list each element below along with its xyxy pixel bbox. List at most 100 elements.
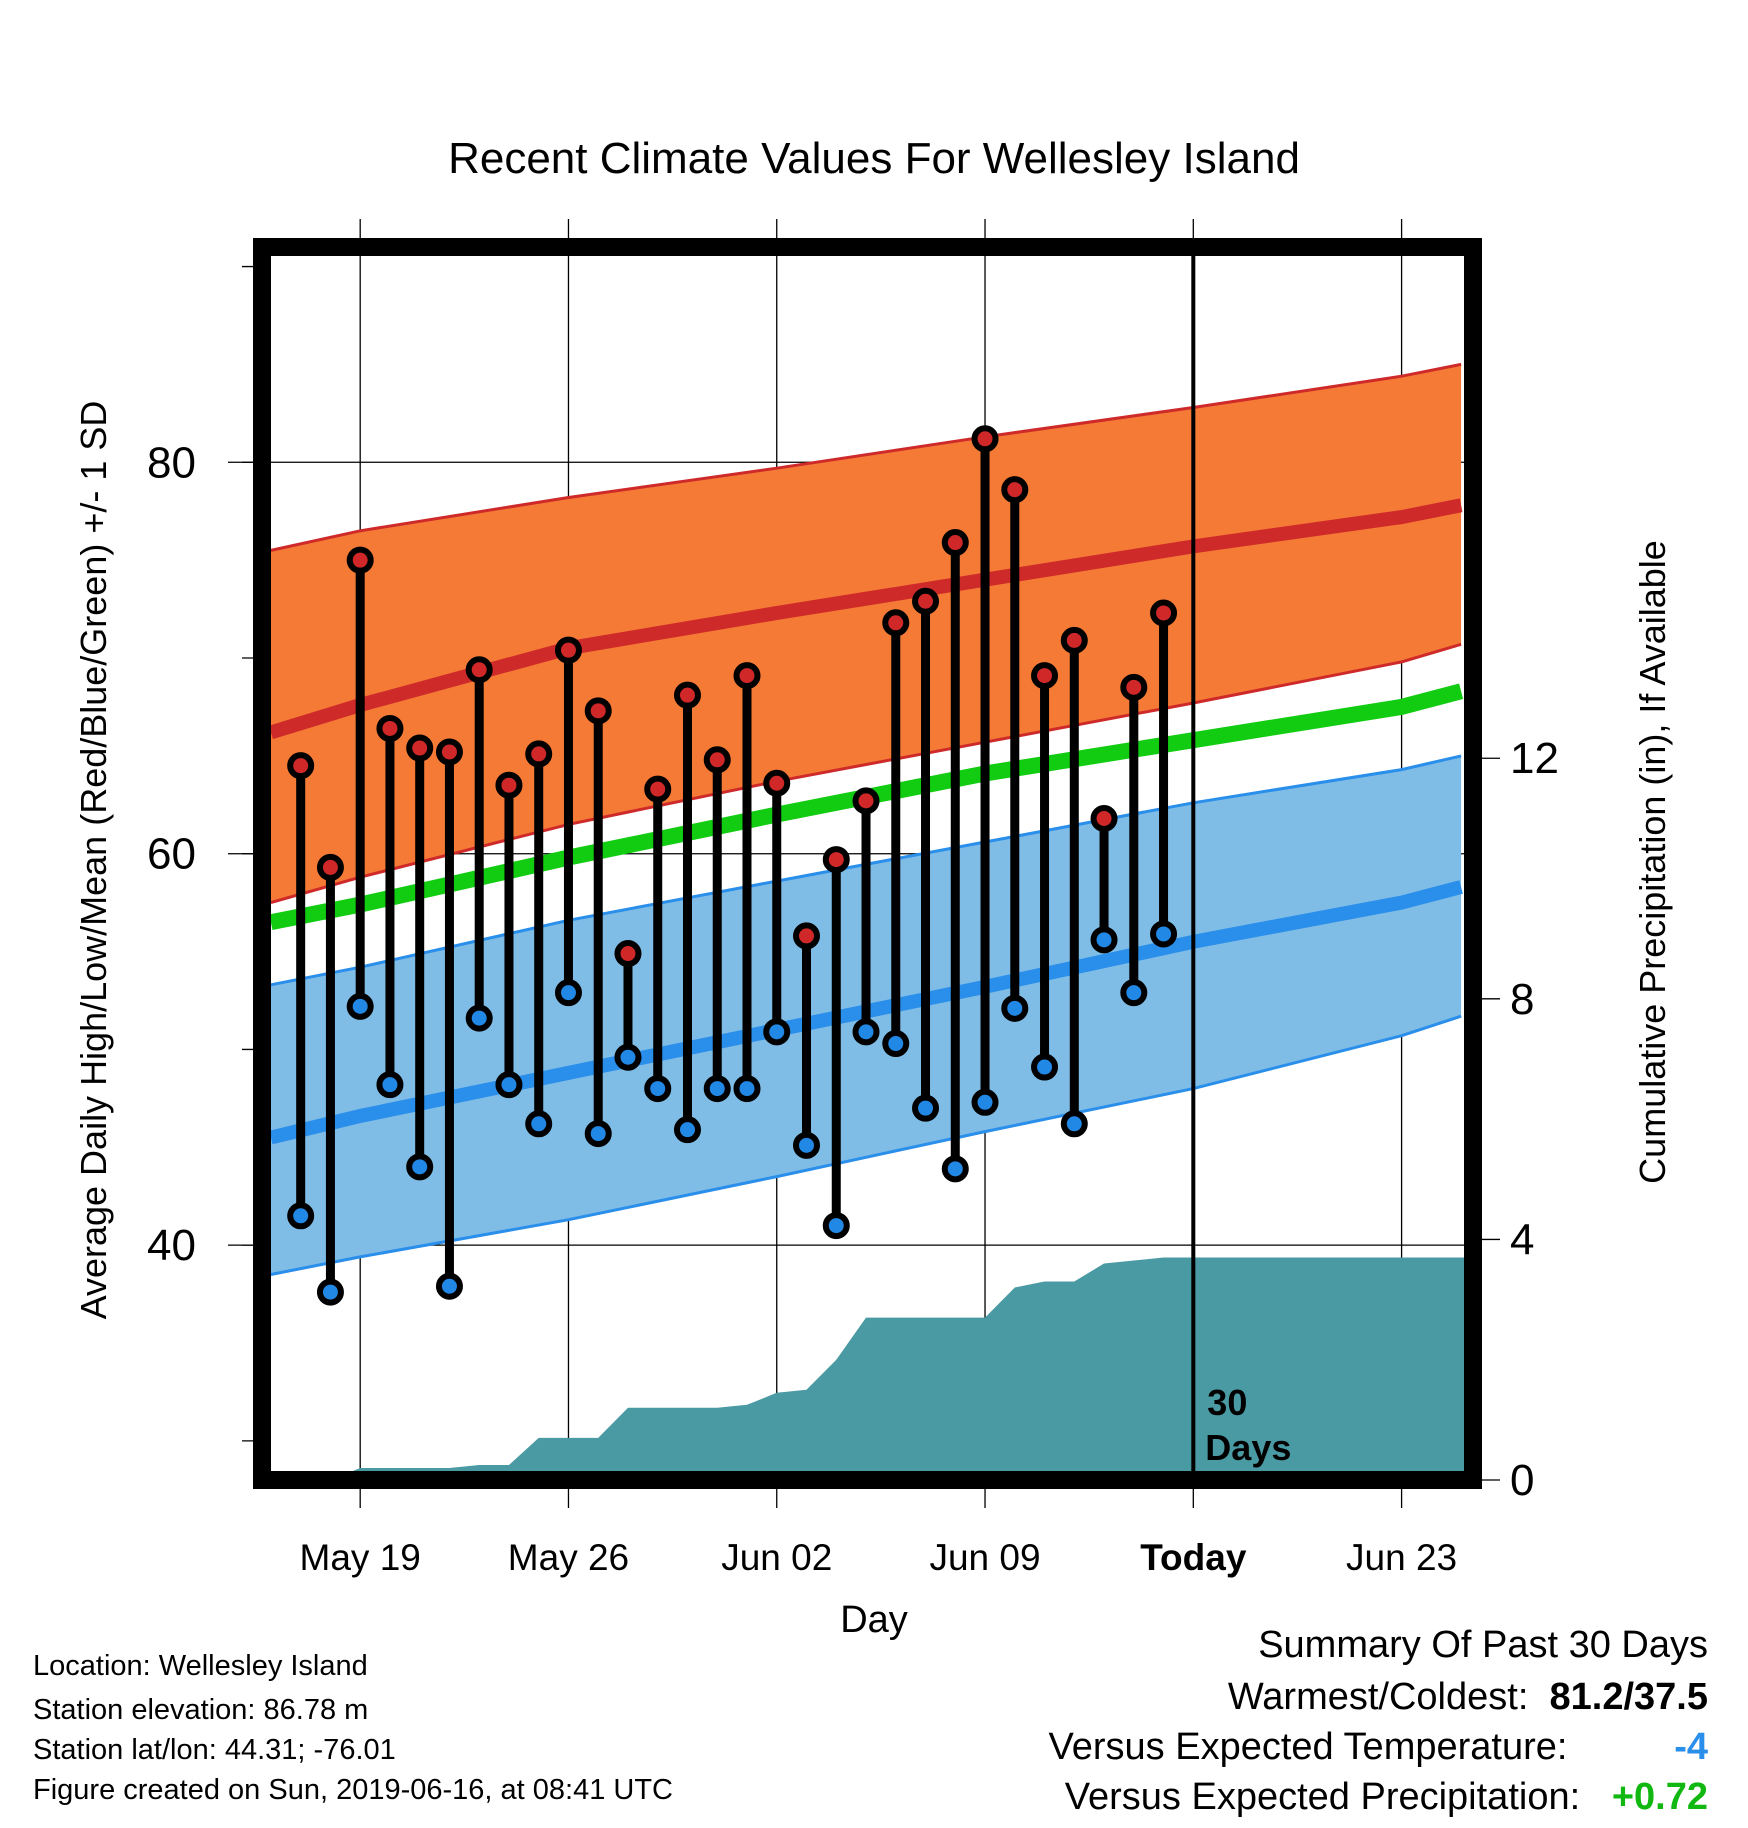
daily-high-point <box>1120 673 1148 701</box>
mean-normal-line <box>269 683 1464 931</box>
daily-high-point <box>614 940 642 968</box>
today-label-number: 30 <box>1207 1382 1247 1423</box>
plot-frame <box>253 238 1482 1489</box>
daily-high-point <box>1031 662 1059 690</box>
daily-low-point <box>316 1278 344 1306</box>
daily-low-point <box>614 1043 642 1071</box>
daily-low-point <box>882 1030 910 1058</box>
daily-high-point <box>495 771 523 799</box>
daily-low-point <box>435 1272 463 1300</box>
daily-high-point <box>1060 626 1088 654</box>
daily-low-point <box>376 1071 404 1099</box>
daily-low-point <box>1090 926 1118 954</box>
daily-high-point <box>882 609 910 637</box>
x-tick-label: Jun 02 <box>721 1537 832 1578</box>
daily-low-point <box>525 1110 553 1138</box>
precip-value: +0.72 <box>1611 1776 1708 1818</box>
high-normal-line <box>268 498 1463 740</box>
daily-high-point <box>525 740 553 768</box>
daily-high-point <box>912 587 940 615</box>
daily-low-point <box>584 1120 612 1148</box>
daily-high-point <box>1001 476 1029 504</box>
x-tick-label: Jun 23 <box>1346 1537 1457 1578</box>
daily-low-point <box>465 1004 493 1032</box>
footer-elevation: Station elevation: 86.78 m <box>33 1694 369 1726</box>
daily-low-point <box>287 1202 315 1230</box>
x-tick-label: May 26 <box>508 1537 629 1578</box>
daily-high-point <box>763 769 791 797</box>
daily-low-point <box>852 1018 880 1046</box>
x-tick-label: May 19 <box>300 1537 421 1578</box>
axis-labels: May 19 May 26 Jun 02 Jun 09 Today Jun 2340608… <box>147 438 1559 1578</box>
daily-high-point <box>346 546 374 574</box>
precip-area <box>270 1257 1473 1480</box>
daily-high-point <box>465 656 493 684</box>
daily-low-point <box>1031 1053 1059 1081</box>
summary-heading: Summary Of Past 30 Days <box>1258 1624 1708 1666</box>
y2-axis-label: Cumulative Precipitation (in), If Availa… <box>1632 540 1673 1184</box>
daily-low-point <box>1150 920 1178 948</box>
footer-created: Figure created on Sun, 2019-06-16, at 08… <box>33 1774 673 1806</box>
footer-latlon: Station lat/lon: 44.31; -76.01 <box>33 1734 396 1766</box>
low-lower-line <box>270 1014 1462 1276</box>
daily-low-point <box>644 1075 672 1103</box>
daily-high-point <box>435 738 463 766</box>
temp-value: -4 <box>1674 1726 1708 1768</box>
low-normal-line <box>269 880 1463 1145</box>
daily-high-point <box>703 746 731 774</box>
daily-low-point <box>1001 994 1029 1022</box>
today-label-days: Days <box>1205 1427 1291 1468</box>
precip-label: Versus Expected Precipitation: <box>1064 1776 1581 1818</box>
daily-low-point <box>1120 979 1148 1007</box>
daily-low-point <box>733 1075 761 1103</box>
daily-high-point <box>971 425 999 453</box>
daily-high-point <box>376 714 404 742</box>
y-tick-label: 60 <box>147 830 196 879</box>
y2-tick-label: 12 <box>1510 734 1559 783</box>
warm-cold-label: Warmest/Coldest: <box>1227 1676 1529 1718</box>
y2-tick-label: 4 <box>1510 1215 1534 1264</box>
low-upper-line <box>270 754 1462 987</box>
daily-low-point <box>495 1071 523 1099</box>
y2-tick-label: 0 <box>1510 1456 1534 1505</box>
daily-high-point <box>1090 804 1118 832</box>
daily-high-point <box>852 787 880 815</box>
x-axis-label: Day <box>840 1599 908 1641</box>
y-axis-label: Average Daily High/Low/Mean (Red/Blue/Gr… <box>73 401 114 1320</box>
daily-low-point <box>406 1153 434 1181</box>
daily-high-point <box>941 529 969 557</box>
daily-high-point <box>673 681 701 709</box>
y2-tick-label: 8 <box>1510 975 1534 1024</box>
daily-low-point <box>971 1088 999 1116</box>
daily-low-point <box>763 1018 791 1046</box>
daily-low-point <box>941 1155 969 1183</box>
x-tick-label: Jun 09 <box>929 1537 1040 1578</box>
y-tick-label: 80 <box>147 438 196 487</box>
high-upper-line <box>270 362 1462 552</box>
y-tick-label: 40 <box>147 1221 196 1270</box>
temp-label: Versus Expected Temperature: <box>1048 1726 1568 1768</box>
daily-low-point <box>1060 1110 1088 1138</box>
daily-high-point <box>406 734 434 762</box>
chart-title: Recent Climate Values For Wellesley Isla… <box>448 134 1300 183</box>
daily-high-point <box>584 697 612 725</box>
daily-high-point <box>287 752 315 780</box>
daily-low-point <box>822 1212 850 1240</box>
high-lower-line <box>270 642 1462 905</box>
daily-high-point <box>733 662 761 690</box>
daily-high-point <box>644 775 672 803</box>
daily-low-point <box>912 1094 940 1122</box>
warm-cold-value: 81.2/37.5 <box>1549 1676 1708 1718</box>
daily-low-point <box>793 1131 821 1159</box>
daily-high-point <box>1150 599 1178 627</box>
daily-low-point <box>673 1116 701 1144</box>
summary-warm-cold: Warmest/Coldest: 81.2/37.5 <box>1228 1678 1708 1716</box>
footer-location: Location: Wellesley Island <box>33 1650 368 1682</box>
summary-precip: Versus Expected Precipitation: +0.72 <box>1065 1778 1708 1816</box>
x-tick-label: Today <box>1140 1537 1247 1578</box>
daily-high-point <box>793 922 821 950</box>
markers <box>287 425 1178 1306</box>
daily-high-point <box>316 853 344 881</box>
